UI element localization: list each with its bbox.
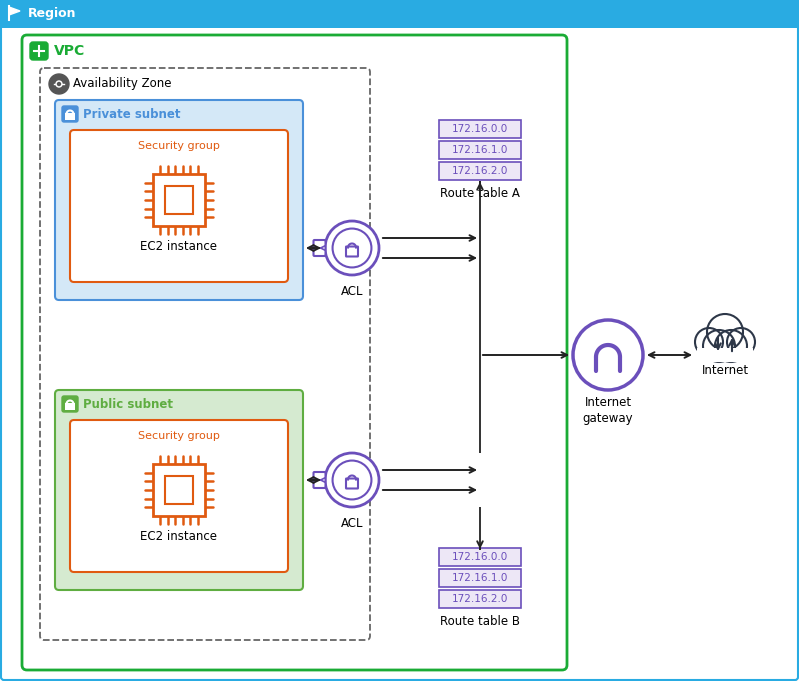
- Text: Internet: Internet: [702, 364, 749, 377]
- Circle shape: [707, 314, 743, 350]
- Bar: [65, 113, 75, 120]
- Bar: [697, 348, 753, 362]
- Text: Public subnet: Public subnet: [83, 398, 173, 411]
- Circle shape: [695, 328, 723, 356]
- FancyBboxPatch shape: [439, 569, 521, 587]
- FancyBboxPatch shape: [439, 548, 521, 566]
- Text: Security group: Security group: [138, 431, 220, 441]
- Bar: [153, 174, 205, 226]
- FancyBboxPatch shape: [40, 68, 370, 640]
- FancyBboxPatch shape: [346, 247, 358, 257]
- Circle shape: [49, 74, 69, 94]
- FancyBboxPatch shape: [70, 130, 288, 282]
- Text: 172.16.0.0: 172.16.0.0: [452, 552, 508, 562]
- Circle shape: [715, 330, 747, 362]
- Circle shape: [727, 328, 755, 356]
- Polygon shape: [9, 7, 20, 15]
- Bar: [165, 477, 193, 503]
- Circle shape: [332, 229, 372, 268]
- Circle shape: [58, 82, 61, 86]
- FancyBboxPatch shape: [439, 141, 521, 159]
- Text: EC2 instance: EC2 instance: [141, 240, 217, 253]
- FancyBboxPatch shape: [6, 4, 24, 22]
- Circle shape: [325, 453, 379, 507]
- Text: VPC: VPC: [54, 44, 85, 58]
- FancyBboxPatch shape: [62, 106, 78, 122]
- Text: Region: Region: [28, 7, 77, 20]
- FancyBboxPatch shape: [313, 240, 325, 256]
- Bar: [0, 0, 799, 28]
- FancyBboxPatch shape: [62, 396, 78, 412]
- Text: 172.16.2.0: 172.16.2.0: [451, 594, 508, 604]
- Circle shape: [325, 221, 379, 275]
- Text: Security group: Security group: [138, 141, 220, 151]
- FancyBboxPatch shape: [439, 590, 521, 608]
- Text: 172.16.1.0: 172.16.1.0: [451, 573, 508, 583]
- Circle shape: [573, 320, 643, 390]
- Bar: [153, 464, 205, 516]
- FancyBboxPatch shape: [22, 35, 567, 670]
- FancyBboxPatch shape: [346, 479, 358, 488]
- Circle shape: [332, 460, 372, 499]
- FancyBboxPatch shape: [313, 472, 325, 488]
- Text: ACL: ACL: [340, 517, 364, 530]
- Circle shape: [56, 81, 62, 87]
- Circle shape: [703, 330, 735, 362]
- Text: Availability Zone: Availability Zone: [73, 78, 172, 91]
- Text: Route table B: Route table B: [440, 615, 520, 628]
- FancyBboxPatch shape: [439, 162, 521, 180]
- Text: 172.16.1.0: 172.16.1.0: [451, 145, 508, 155]
- Text: Route table A: Route table A: [440, 187, 520, 200]
- Bar: [65, 403, 75, 410]
- Text: Internet
gateway: Internet gateway: [582, 396, 634, 425]
- FancyBboxPatch shape: [30, 42, 48, 60]
- FancyBboxPatch shape: [70, 420, 288, 572]
- FancyBboxPatch shape: [55, 100, 303, 300]
- Text: Private subnet: Private subnet: [83, 108, 181, 121]
- Bar: [165, 187, 193, 214]
- Text: 172.16.2.0: 172.16.2.0: [451, 166, 508, 176]
- Text: 172.16.0.0: 172.16.0.0: [452, 124, 508, 134]
- Text: ACL: ACL: [340, 285, 364, 298]
- FancyBboxPatch shape: [55, 390, 303, 590]
- Text: EC2 instance: EC2 instance: [141, 530, 217, 543]
- FancyBboxPatch shape: [439, 120, 521, 138]
